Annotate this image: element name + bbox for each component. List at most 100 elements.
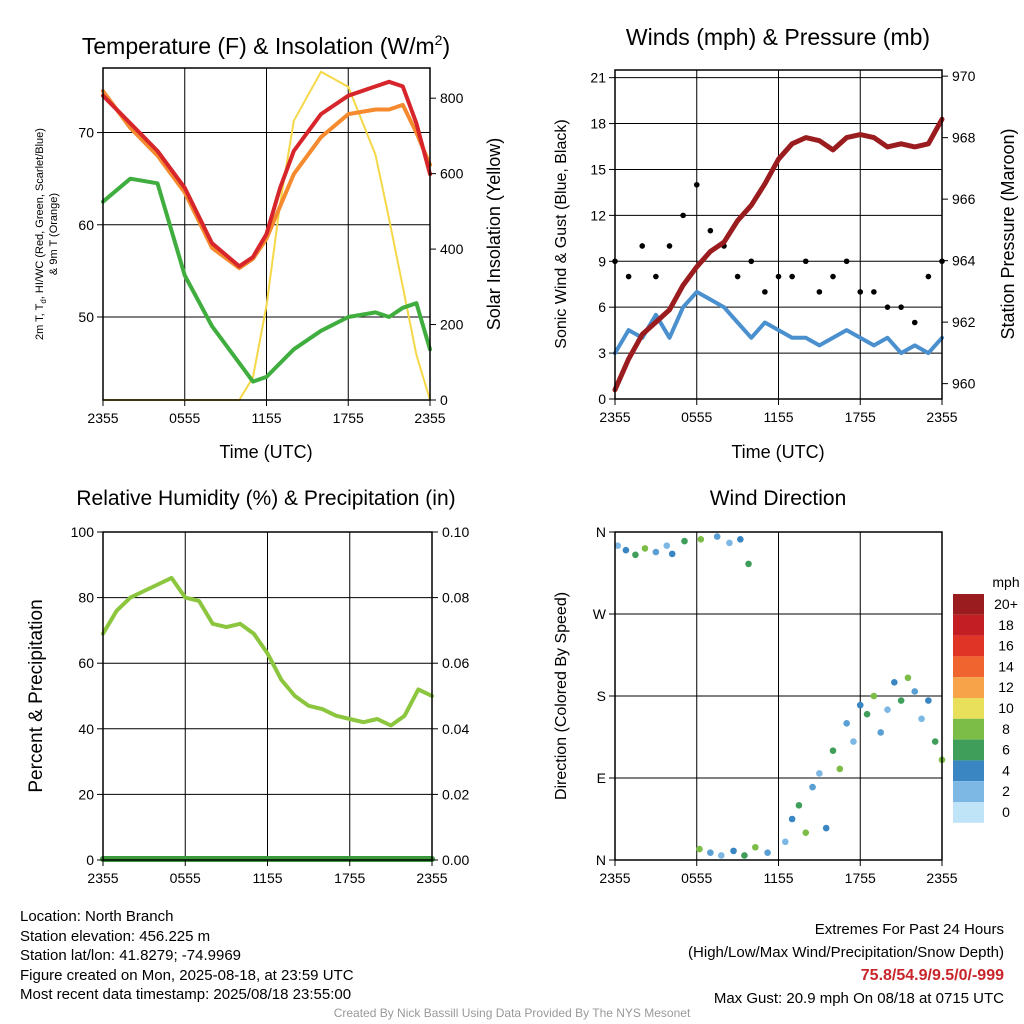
colorbar-label: 2 (1002, 783, 1010, 799)
winds-gust-point (653, 273, 659, 280)
winds-ytick-label: 18 (590, 116, 606, 132)
winds-gust-point (680, 212, 686, 219)
winds-ytick-label: 0 (598, 391, 606, 407)
humidity-title: Relative Humidity (%) & Precipitation (i… (76, 487, 455, 510)
direction-point (870, 692, 878, 700)
direction-point (752, 843, 759, 851)
humidity-ytick-label: 60 (78, 655, 94, 671)
extremes-info: Extremes For Past 24 Hours (High/Low/Max… (688, 918, 1004, 1010)
winds-wind-line (613, 289, 944, 356)
winds-gust-point (911, 319, 918, 326)
colorbar-label: 16 (998, 638, 1014, 654)
most-recent-data: Most recent data timestamp: 2025/08/18 2… (20, 986, 352, 1003)
humidity-panel: Relative Humidity (%) & Precipitation (i… (26, 487, 469, 886)
direction-point (681, 537, 688, 545)
temperature-y2tick-label: 600 (440, 166, 464, 182)
direction-ytick-label: W (593, 606, 607, 622)
colorbar-label: 18 (998, 617, 1014, 633)
direction-point (788, 815, 796, 823)
humidity-y2tick-label: 0.02 (442, 786, 469, 802)
winds-ytick-label: 21 (590, 70, 606, 86)
colorbar-title: mph (992, 574, 1019, 590)
direction-point (863, 710, 871, 718)
direction-point (809, 783, 816, 791)
direction-point (713, 533, 721, 540)
direction-point (614, 542, 622, 549)
direction-point (816, 770, 823, 777)
temperature-xtick-label: 2355 (414, 410, 445, 426)
direction-point (696, 845, 703, 853)
colorbar-swatch (953, 760, 984, 782)
winds-y2tick-label: 968 (952, 130, 976, 146)
direction-point (737, 535, 744, 543)
winds-gust-point (748, 258, 755, 265)
direction-point (707, 849, 714, 857)
humidity-ylabel: Percent & Precipitation (26, 599, 47, 792)
temperature-xtick-label: 2355 (87, 410, 118, 426)
winds-series (612, 116, 945, 393)
winds-gust-point (707, 227, 714, 234)
temperature-xtick-label: 0555 (169, 410, 200, 426)
winds-xlabel: Time (UTC) (731, 442, 824, 462)
colorbar-label: 12 (998, 679, 1014, 695)
colorbar-label: 10 (998, 700, 1014, 716)
humidity-y2tick-label: 0.08 (442, 590, 469, 606)
winds-ytick-label: 6 (598, 299, 606, 315)
winds-pressure-line (612, 116, 945, 393)
direction-point (850, 738, 857, 745)
humidity-xtick-label: 2355 (416, 870, 447, 886)
temperature-ylabel-line1: 2m T, Td, HI/WC (Red, Green, Scarlet/Blu… (34, 128, 48, 340)
colorbar-label: 8 (1002, 721, 1010, 737)
humidity-xtick-label: 1155 (252, 870, 282, 886)
winds-gust-point (775, 273, 782, 280)
direction-point (726, 539, 733, 547)
humidity-ticks: 2355 0555 1155 1755 2355 0 0.00 20 0.02 40 0.04 60 0… (71, 524, 470, 886)
direction-point (822, 824, 830, 832)
direction-title: Wind Direction (710, 487, 847, 510)
direction-ytick-label: N (596, 524, 606, 540)
temperature-y2tick-label: 400 (440, 241, 464, 257)
colorbar-swatch (953, 614, 984, 636)
direction-point (931, 738, 939, 745)
station-location: Location: North Branch (20, 908, 174, 925)
extremes-title: Extremes For Past 24 Hours (814, 921, 1004, 938)
direction-ytick-label: N (596, 852, 606, 868)
direction-xtick-label: 2355 (926, 870, 957, 886)
humidity-ytick-label: 0 (86, 852, 94, 868)
humidity-xtick-label: 1755 (334, 870, 365, 886)
colorbar-swatch (953, 802, 984, 823)
direction-point (891, 679, 898, 686)
humidity-ytick-label: 20 (78, 786, 94, 802)
direction-point (877, 729, 884, 736)
colorbar-label: 4 (1002, 762, 1010, 778)
station-elevation: Station elevation: 456.225 m (20, 927, 211, 945)
extremes-legend: (High/Low/Max Wind/Precipitation/Snow De… (688, 944, 1004, 961)
direction-xtick-label: 2355 (599, 870, 630, 886)
direction-point (782, 838, 789, 846)
colorbar-swatch (953, 594, 984, 615)
winds-gust-point (666, 243, 673, 249)
humidity-ytick-label: 100 (71, 524, 95, 540)
winds-y2label: Station Pressure (Maroon) (998, 128, 1018, 339)
direction-point (652, 548, 660, 556)
direction-point (741, 852, 748, 859)
direction-xtick-label: 1755 (845, 870, 876, 886)
winds-y2tick-label: 964 (952, 253, 976, 269)
direction-ticks: 2355 0555 1155 1755 2355 N E S W N (593, 524, 958, 886)
direction-panel: Wind Direction 2355 0555 1155 1755 2355 N E S W N… (553, 487, 1020, 886)
humidity-y2tick-label: 0.00 (442, 852, 469, 868)
winds-y2tick-label: 966 (952, 191, 976, 207)
winds-y2tick-label: 970 (952, 68, 976, 84)
temperature-panel: Temperature (F) & Insolation (W/m2) 2355… (34, 32, 504, 462)
station-info: Location: North Branch Station elevation… (20, 907, 354, 1005)
direction-point (843, 720, 850, 727)
direction-xtick-label: 0555 (681, 870, 712, 886)
colorbar-swatch (953, 698, 984, 719)
direction-point (884, 706, 891, 713)
figure-created: Figure created on Mon, 2025-08-18, at 23… (20, 966, 354, 984)
temperature-ticks: 2355 0555 1155 1755 2355 50 60 70 0 200 400 600 800 (78, 90, 463, 426)
temperature-ytick-label: 60 (78, 217, 94, 233)
winds-gust-point (802, 258, 809, 265)
winds-title: Winds (mph) & Pressure (mb) (626, 24, 930, 50)
direction-point (717, 852, 725, 859)
